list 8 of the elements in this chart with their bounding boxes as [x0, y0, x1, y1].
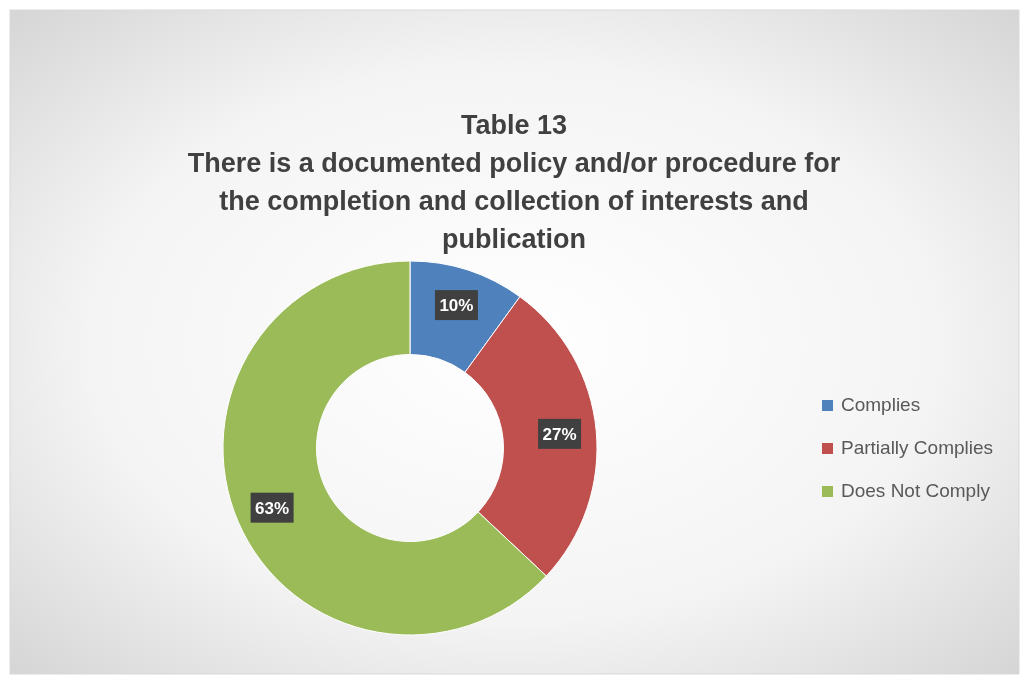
chart-title: Table 13: [460, 110, 568, 140]
chart-subtitle: There is a documented policy and/or procedure for the completion and collection of interests and publication: [187, 148, 841, 254]
legend-label: Partially Complies: [841, 437, 994, 458]
data-label: 27%: [542, 424, 577, 444]
legend-label: Complies: [841, 394, 921, 415]
legend-label: Does Not Comply: [841, 480, 991, 501]
data-label: 63%: [255, 498, 290, 518]
data-label: 10%: [439, 296, 474, 316]
